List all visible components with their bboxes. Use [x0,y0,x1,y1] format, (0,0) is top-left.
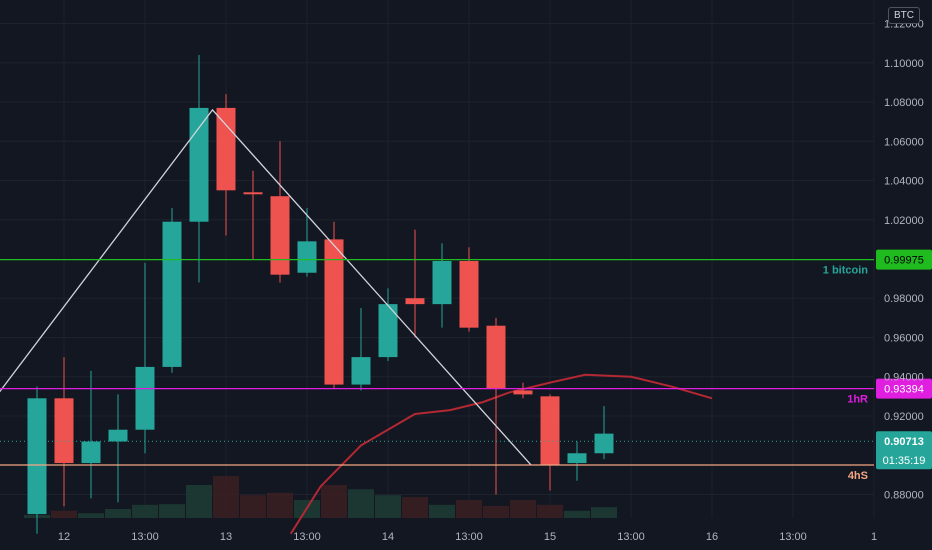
volume-bar [78,513,104,518]
x-tick-label: 1 [871,531,877,543]
candle-bullish [594,433,614,454]
volume-bar [186,485,212,518]
candle-bearish [324,239,344,385]
candle-bearish [459,260,479,328]
y-tick-label: 0.88000 [884,489,924,501]
y-tick-label: 0.94000 [884,372,924,384]
level-label: 1hR [847,394,868,406]
volume-bar [321,485,347,518]
level-price-text: 0.99975 [884,255,924,267]
level-price-badge [876,378,932,399]
y-tick-label: 0.98000 [884,293,924,305]
currency-badge[interactable]: BTC [888,7,920,24]
candle-bullish [378,304,398,358]
candle-bearish [540,396,560,466]
candle-bullish [432,260,452,305]
x-tick-label: 14 [382,531,394,543]
x-tick-label: 13:00 [455,531,483,543]
volume-bar [213,476,239,518]
volume-bar [456,500,482,518]
volume-bar [159,504,185,518]
volume-bar [564,510,590,518]
volume-bar [429,504,455,518]
x-tick-label: 15 [544,531,556,543]
y-tick-label: 1.02000 [884,215,924,227]
volume-bar [105,509,131,518]
y-tick-label: 0.92000 [884,411,924,423]
candle-bearish [54,398,74,464]
x-tick-label: 13:00 [131,531,159,543]
candle-bullish [81,441,101,464]
y-tick-label: 1.06000 [884,136,924,148]
volume-bar [348,489,374,518]
candle-bearish [486,325,506,389]
level-label: 4hS [848,470,868,482]
level-label: 1 bitcoin [823,265,869,277]
volume-bar [240,495,266,518]
volume-bar [537,504,563,518]
candle-bullish [297,241,317,273]
volume-bar [402,497,428,518]
y-tick-label: 1.10000 [884,58,924,70]
volume-bar [591,507,617,518]
candle-bearish [243,192,263,195]
candle-bearish [513,390,533,395]
current-price-value: 0.90713 [884,436,924,448]
x-tick-label: 13:00 [617,531,645,543]
candle-bullish [189,107,209,222]
x-tick-label: 13:00 [293,531,321,543]
x-tick-label: 16 [706,531,718,543]
candle-countdown: 01:35:19 [883,455,926,467]
volume-bar [51,510,77,518]
y-tick-label: 1.08000 [884,97,924,109]
current-price-badge [876,431,932,470]
candle-bearish [216,107,236,191]
candle-bullish [27,398,47,515]
candle-bearish [405,298,425,305]
y-tick-label: 0.96000 [884,332,924,344]
candle-bullish [567,453,587,464]
x-tick-label: 12 [58,531,70,543]
volume-bar [483,506,509,518]
level-price-text: 0.93394 [884,384,924,396]
volume-bar [267,492,293,518]
candle-bullish [351,357,371,385]
candle-bullish [162,221,182,367]
volume-bar [510,500,536,518]
volume-bar [132,504,158,518]
candle-bearish [270,196,290,275]
volume-bar [375,495,401,518]
level-price-badge [876,249,932,270]
x-tick-label: 13 [220,531,232,543]
candle-bullish [108,429,128,442]
y-tick-label: 1.04000 [884,176,924,188]
x-tick-label: 13:00 [779,531,807,543]
candle-bullish [135,366,155,430]
trend-line [0,108,532,466]
